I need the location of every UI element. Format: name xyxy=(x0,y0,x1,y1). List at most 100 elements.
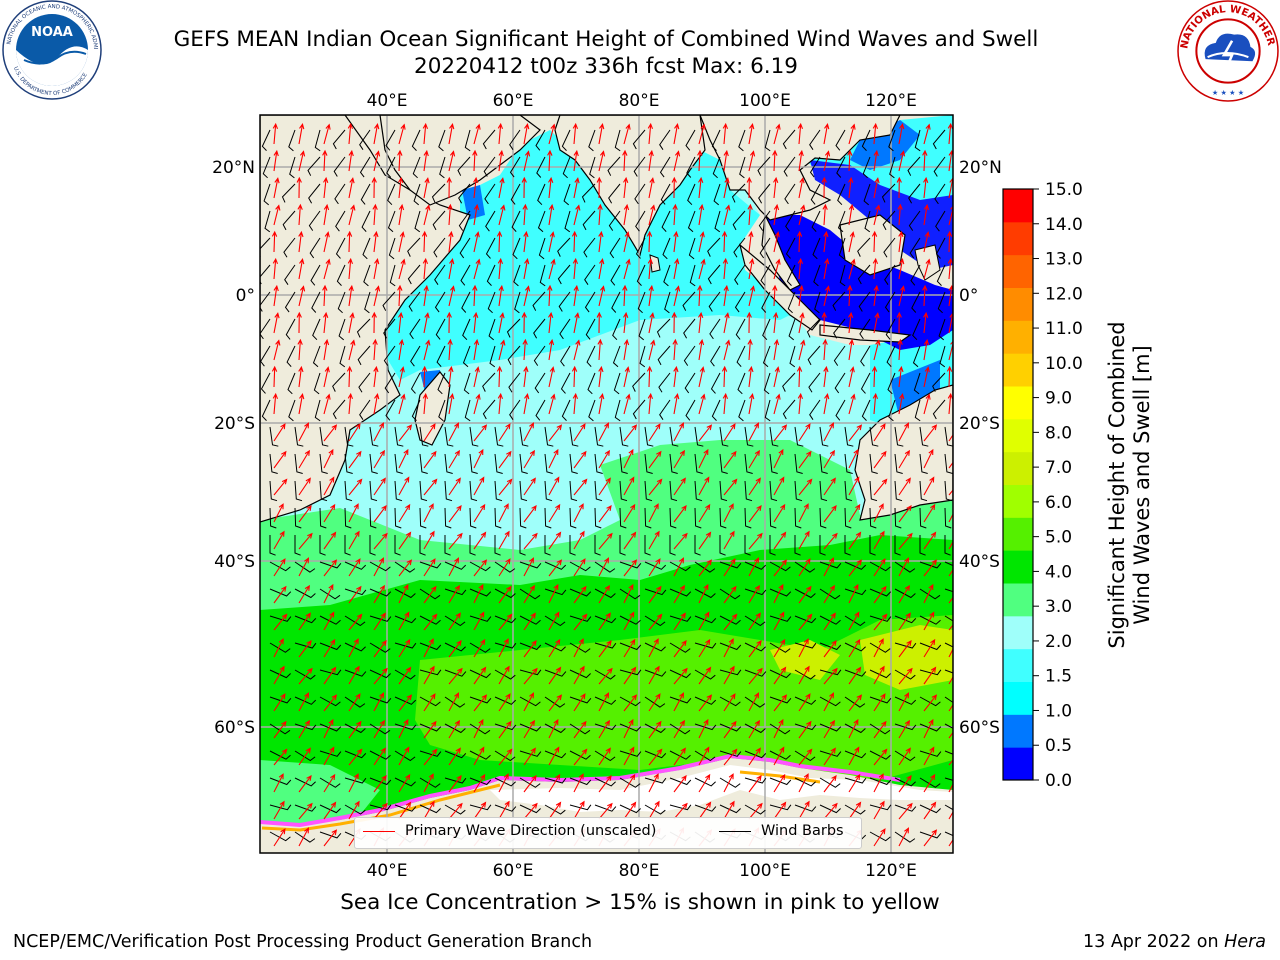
wave-arrow xyxy=(298,504,312,523)
wave-arrow xyxy=(373,504,387,523)
wind-barb xyxy=(894,669,916,680)
wind-barb xyxy=(869,426,879,447)
wind-barb xyxy=(869,480,878,502)
wind-barb xyxy=(461,291,471,313)
wave-arrow xyxy=(623,393,631,415)
wave-arrow xyxy=(723,800,735,820)
wave-arrow xyxy=(398,448,409,469)
wave-arrow xyxy=(722,392,729,415)
svg-text:100°E: 100°E xyxy=(739,861,791,881)
wave-arrow xyxy=(348,450,362,469)
wave-arrow xyxy=(572,257,579,280)
wind-barb xyxy=(894,561,916,573)
wave-arrow xyxy=(773,638,786,658)
wind-barb xyxy=(544,507,552,529)
wind-barb xyxy=(269,804,292,811)
wave-arrow xyxy=(698,666,712,685)
wave-arrow xyxy=(597,338,603,361)
wave-arrow xyxy=(598,747,611,766)
wave-arrow xyxy=(448,285,456,307)
svg-text:100°E: 100°E xyxy=(739,91,791,111)
wind-barb xyxy=(894,696,917,705)
colorbar-segment xyxy=(1003,648,1033,682)
wind-barb xyxy=(361,210,371,232)
wave-arrow xyxy=(646,230,653,253)
wind-barb xyxy=(364,291,371,314)
wind-barb xyxy=(312,345,321,368)
wind-barb xyxy=(535,399,546,421)
wind-barb xyxy=(794,535,801,556)
wind-barb xyxy=(744,588,767,596)
wave-arrow xyxy=(748,365,754,388)
wind-barb xyxy=(919,426,929,447)
wind-barb xyxy=(485,237,496,259)
wave-arrow xyxy=(748,584,760,604)
wind-barb xyxy=(710,372,721,394)
wind-barb xyxy=(857,264,871,285)
wind-barb xyxy=(819,696,841,707)
africa-land xyxy=(260,115,471,523)
wave-arrow xyxy=(948,759,953,766)
wave-arrow xyxy=(823,584,835,604)
wind-barb xyxy=(919,480,928,502)
wave-arrow xyxy=(648,204,656,226)
wind-barb xyxy=(394,642,417,649)
wind-barb xyxy=(410,372,421,394)
wave-arrow xyxy=(648,558,661,577)
wind-barb xyxy=(919,453,928,474)
wave-arrow xyxy=(748,639,762,658)
svg-text:80°E: 80°E xyxy=(619,91,660,111)
wave-arrow xyxy=(498,450,512,469)
wind-barb xyxy=(344,804,366,815)
wave-arrow xyxy=(472,284,478,307)
wave-arrow xyxy=(798,693,811,712)
wave-arrow xyxy=(323,123,331,145)
wave-arrow xyxy=(523,150,531,172)
colorbar-tick-label: 0.0 xyxy=(1045,771,1072,791)
wind-barb xyxy=(669,535,676,556)
wave-arrow xyxy=(897,203,903,226)
svg-text:120°E: 120°E xyxy=(865,861,917,881)
wave-arrow xyxy=(373,230,379,253)
wave-arrow xyxy=(398,583,409,604)
wave-arrow xyxy=(798,204,806,226)
wave-arrow xyxy=(423,665,435,685)
wave-arrow xyxy=(298,477,311,496)
wind-barb xyxy=(369,696,392,704)
wave-arrow xyxy=(923,366,930,388)
wind-barb xyxy=(757,156,771,176)
wave-arrow xyxy=(523,584,535,604)
wind-barb xyxy=(707,264,721,285)
wave-arrow xyxy=(723,312,730,334)
wave-arrow xyxy=(298,584,310,604)
wind-barb xyxy=(762,318,771,341)
wind-barb xyxy=(519,804,541,814)
wind-barb xyxy=(919,588,941,600)
wind-barb xyxy=(719,804,741,814)
wave-arrow xyxy=(323,718,334,739)
wind-barb xyxy=(669,777,692,786)
wind-barb xyxy=(469,507,477,529)
wind-barb xyxy=(888,399,896,422)
wind-barb xyxy=(344,669,367,677)
wave-arrow xyxy=(373,285,381,307)
wind-barb xyxy=(659,129,671,150)
wave-arrow xyxy=(272,392,279,415)
wave-arrow xyxy=(923,176,929,199)
wave-arrow xyxy=(523,802,538,820)
wave-arrow xyxy=(948,731,953,739)
wind-barb xyxy=(694,588,716,599)
wind-barb xyxy=(738,399,746,422)
wind-barb xyxy=(744,669,767,677)
wind-barb xyxy=(689,264,696,287)
wind-barb xyxy=(744,642,766,652)
wave-arrow xyxy=(348,149,354,172)
wind-barb xyxy=(269,426,279,447)
wind-barb xyxy=(263,183,271,206)
colorbar-tick-label: 0.5 xyxy=(1045,736,1072,756)
wind-barb xyxy=(483,156,496,177)
wind-barb xyxy=(944,804,953,811)
wave-arrow xyxy=(473,448,484,469)
wave-arrow xyxy=(523,422,534,442)
wave-arrow xyxy=(848,531,862,550)
